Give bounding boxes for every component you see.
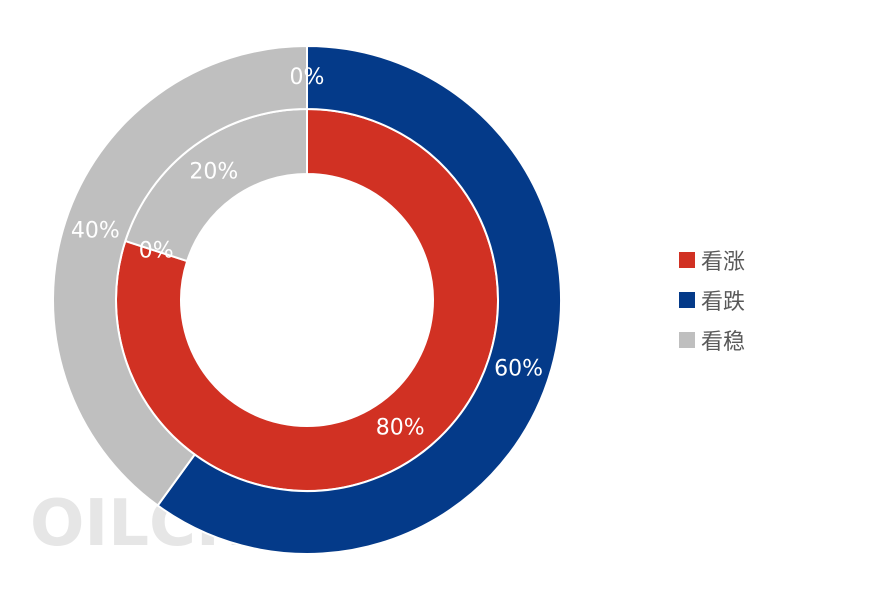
data-labels: 80% 0% 20% 0% 60% 40% [71, 65, 543, 441]
outer-slice-stable [52, 44, 308, 507]
outer-slice-down [156, 44, 562, 555]
legend-label-up: 看涨 [701, 250, 746, 275]
legend-item-stable: 看稳 [679, 320, 745, 360]
inner-label-down: 0% [139, 239, 174, 264]
inner-label-up: 80% [376, 416, 425, 441]
outer-label-up: 0% [290, 65, 325, 90]
outer-label-stable: 40% [71, 219, 120, 244]
legend: 看涨 看跌 看稳 [679, 240, 745, 360]
legend-swatch-stable [679, 332, 695, 348]
doughnut-rings [52, 44, 562, 555]
inner-label-stable: 20% [189, 159, 238, 184]
legend-item-up: 看涨 [679, 240, 745, 280]
outer-label-down: 60% [494, 356, 543, 381]
legend-swatch-down [679, 292, 695, 308]
legend-label-stable: 看稳 [701, 330, 746, 355]
legend-item-down: 看跌 [679, 280, 745, 320]
legend-swatch-up [679, 252, 695, 268]
legend-label-down: 看跌 [701, 290, 746, 315]
